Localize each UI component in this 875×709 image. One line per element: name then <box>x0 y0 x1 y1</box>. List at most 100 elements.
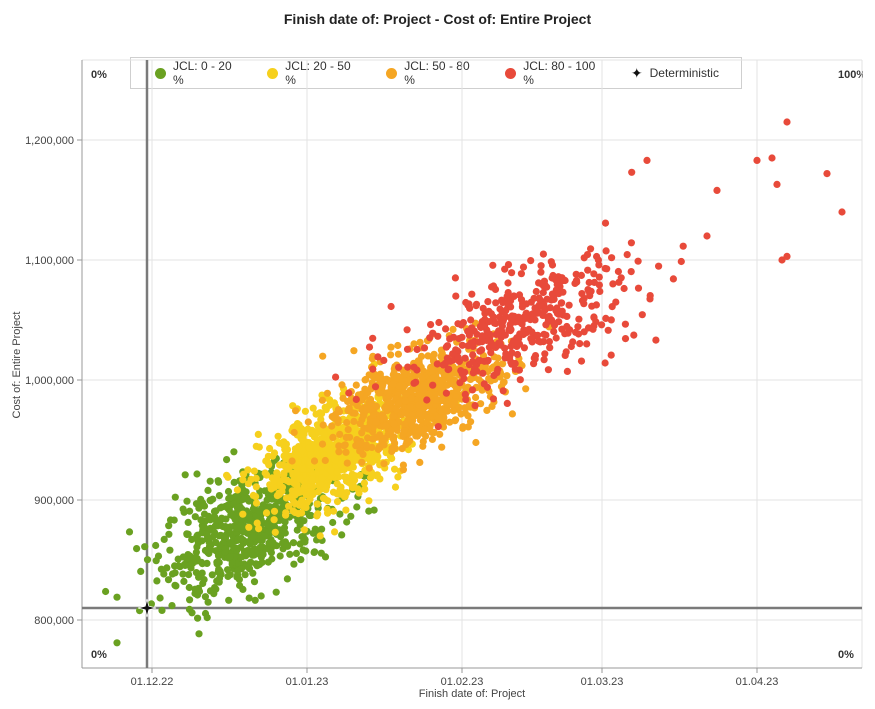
data-point <box>338 381 346 389</box>
data-point <box>601 219 610 227</box>
data-point <box>333 498 342 506</box>
data-point <box>511 359 519 368</box>
data-point <box>323 389 331 397</box>
data-point <box>325 439 333 447</box>
data-point <box>356 447 364 455</box>
data-point <box>245 594 253 602</box>
data-point <box>252 560 260 568</box>
data-point <box>294 458 302 466</box>
data-point <box>249 551 257 559</box>
y-tick-label: 1,000,000 <box>25 375 74 387</box>
data-point <box>201 546 209 555</box>
data-point <box>211 522 219 530</box>
data-point <box>499 379 507 387</box>
data-point <box>253 519 261 527</box>
data-point <box>415 427 423 435</box>
data-point <box>614 267 623 276</box>
data-point <box>237 534 245 543</box>
data-point <box>607 351 615 359</box>
data-point <box>455 403 463 411</box>
data-point <box>679 242 687 250</box>
data-point <box>428 428 436 437</box>
data-point <box>677 257 685 266</box>
data-point <box>502 306 510 314</box>
data-point <box>193 543 201 551</box>
legend-item-deterministic[interactable]: ✦ Deterministic <box>631 66 719 81</box>
chart-legend: JCL: 0 - 20 % JCL: 20 - 50 % JCL: 50 - 8… <box>130 57 742 89</box>
data-point <box>416 338 424 346</box>
data-point <box>404 438 412 446</box>
data-point <box>445 374 453 383</box>
data-point <box>472 438 480 447</box>
data-point <box>345 389 353 397</box>
data-point <box>264 458 272 466</box>
data-point <box>403 345 412 353</box>
data-point <box>245 523 253 531</box>
data-point <box>264 452 272 460</box>
data-point <box>192 553 200 561</box>
data-point <box>596 287 604 295</box>
data-point <box>337 483 345 491</box>
data-point <box>477 400 485 408</box>
data-point <box>768 154 776 162</box>
data-point <box>351 409 359 417</box>
data-point <box>255 507 263 515</box>
data-point <box>783 252 791 260</box>
data-point <box>595 273 603 281</box>
data-point <box>483 406 491 414</box>
data-point <box>257 553 265 561</box>
data-point <box>585 278 593 287</box>
data-point <box>527 335 535 343</box>
data-point <box>183 497 191 505</box>
data-point <box>337 460 345 468</box>
data-point <box>489 395 497 403</box>
data-point <box>584 266 592 274</box>
data-point <box>555 318 563 326</box>
data-point <box>504 297 512 305</box>
data-point <box>168 602 176 610</box>
data-point <box>195 587 204 596</box>
data-point <box>462 396 470 404</box>
data-point <box>365 343 374 351</box>
data-point <box>410 340 418 348</box>
data-point <box>165 522 173 530</box>
data-point <box>540 330 548 338</box>
y-tick-label: 1,100,000 <box>25 255 74 267</box>
legend-item-jcl-80-100[interactable]: JCL: 80 - 100 % <box>505 59 609 87</box>
data-point <box>113 639 121 647</box>
data-point <box>425 402 433 410</box>
data-point <box>356 420 364 428</box>
data-point <box>621 335 630 343</box>
data-point <box>302 547 310 555</box>
data-point <box>510 292 518 300</box>
data-point <box>563 322 571 331</box>
legend-item-jcl-20-50[interactable]: JCL: 20 - 50 % <box>267 59 364 87</box>
data-point <box>469 351 477 359</box>
data-point <box>171 493 179 501</box>
data-point <box>395 382 403 390</box>
data-point <box>448 401 456 409</box>
data-point <box>504 279 512 287</box>
legend-label: JCL: 20 - 50 % <box>285 59 351 87</box>
legend-item-jcl-50-80[interactable]: JCL: 50 - 80 % <box>386 59 483 87</box>
data-point <box>522 314 530 322</box>
data-point <box>432 396 440 404</box>
data-point <box>429 354 437 362</box>
data-point <box>419 437 427 446</box>
data-point <box>313 444 321 452</box>
data-point <box>467 375 475 383</box>
data-point <box>468 290 476 298</box>
data-point <box>329 433 337 441</box>
data-point <box>646 292 654 300</box>
data-point <box>252 442 260 450</box>
data-point <box>472 393 480 402</box>
data-point <box>520 344 529 352</box>
data-point <box>331 456 339 464</box>
legend-item-jcl-0-20[interactable]: JCL: 0 - 20 % <box>155 59 245 87</box>
data-point <box>249 569 257 577</box>
data-point <box>361 485 369 493</box>
data-point <box>307 511 315 520</box>
data-point <box>355 489 363 497</box>
data-point <box>254 430 262 438</box>
